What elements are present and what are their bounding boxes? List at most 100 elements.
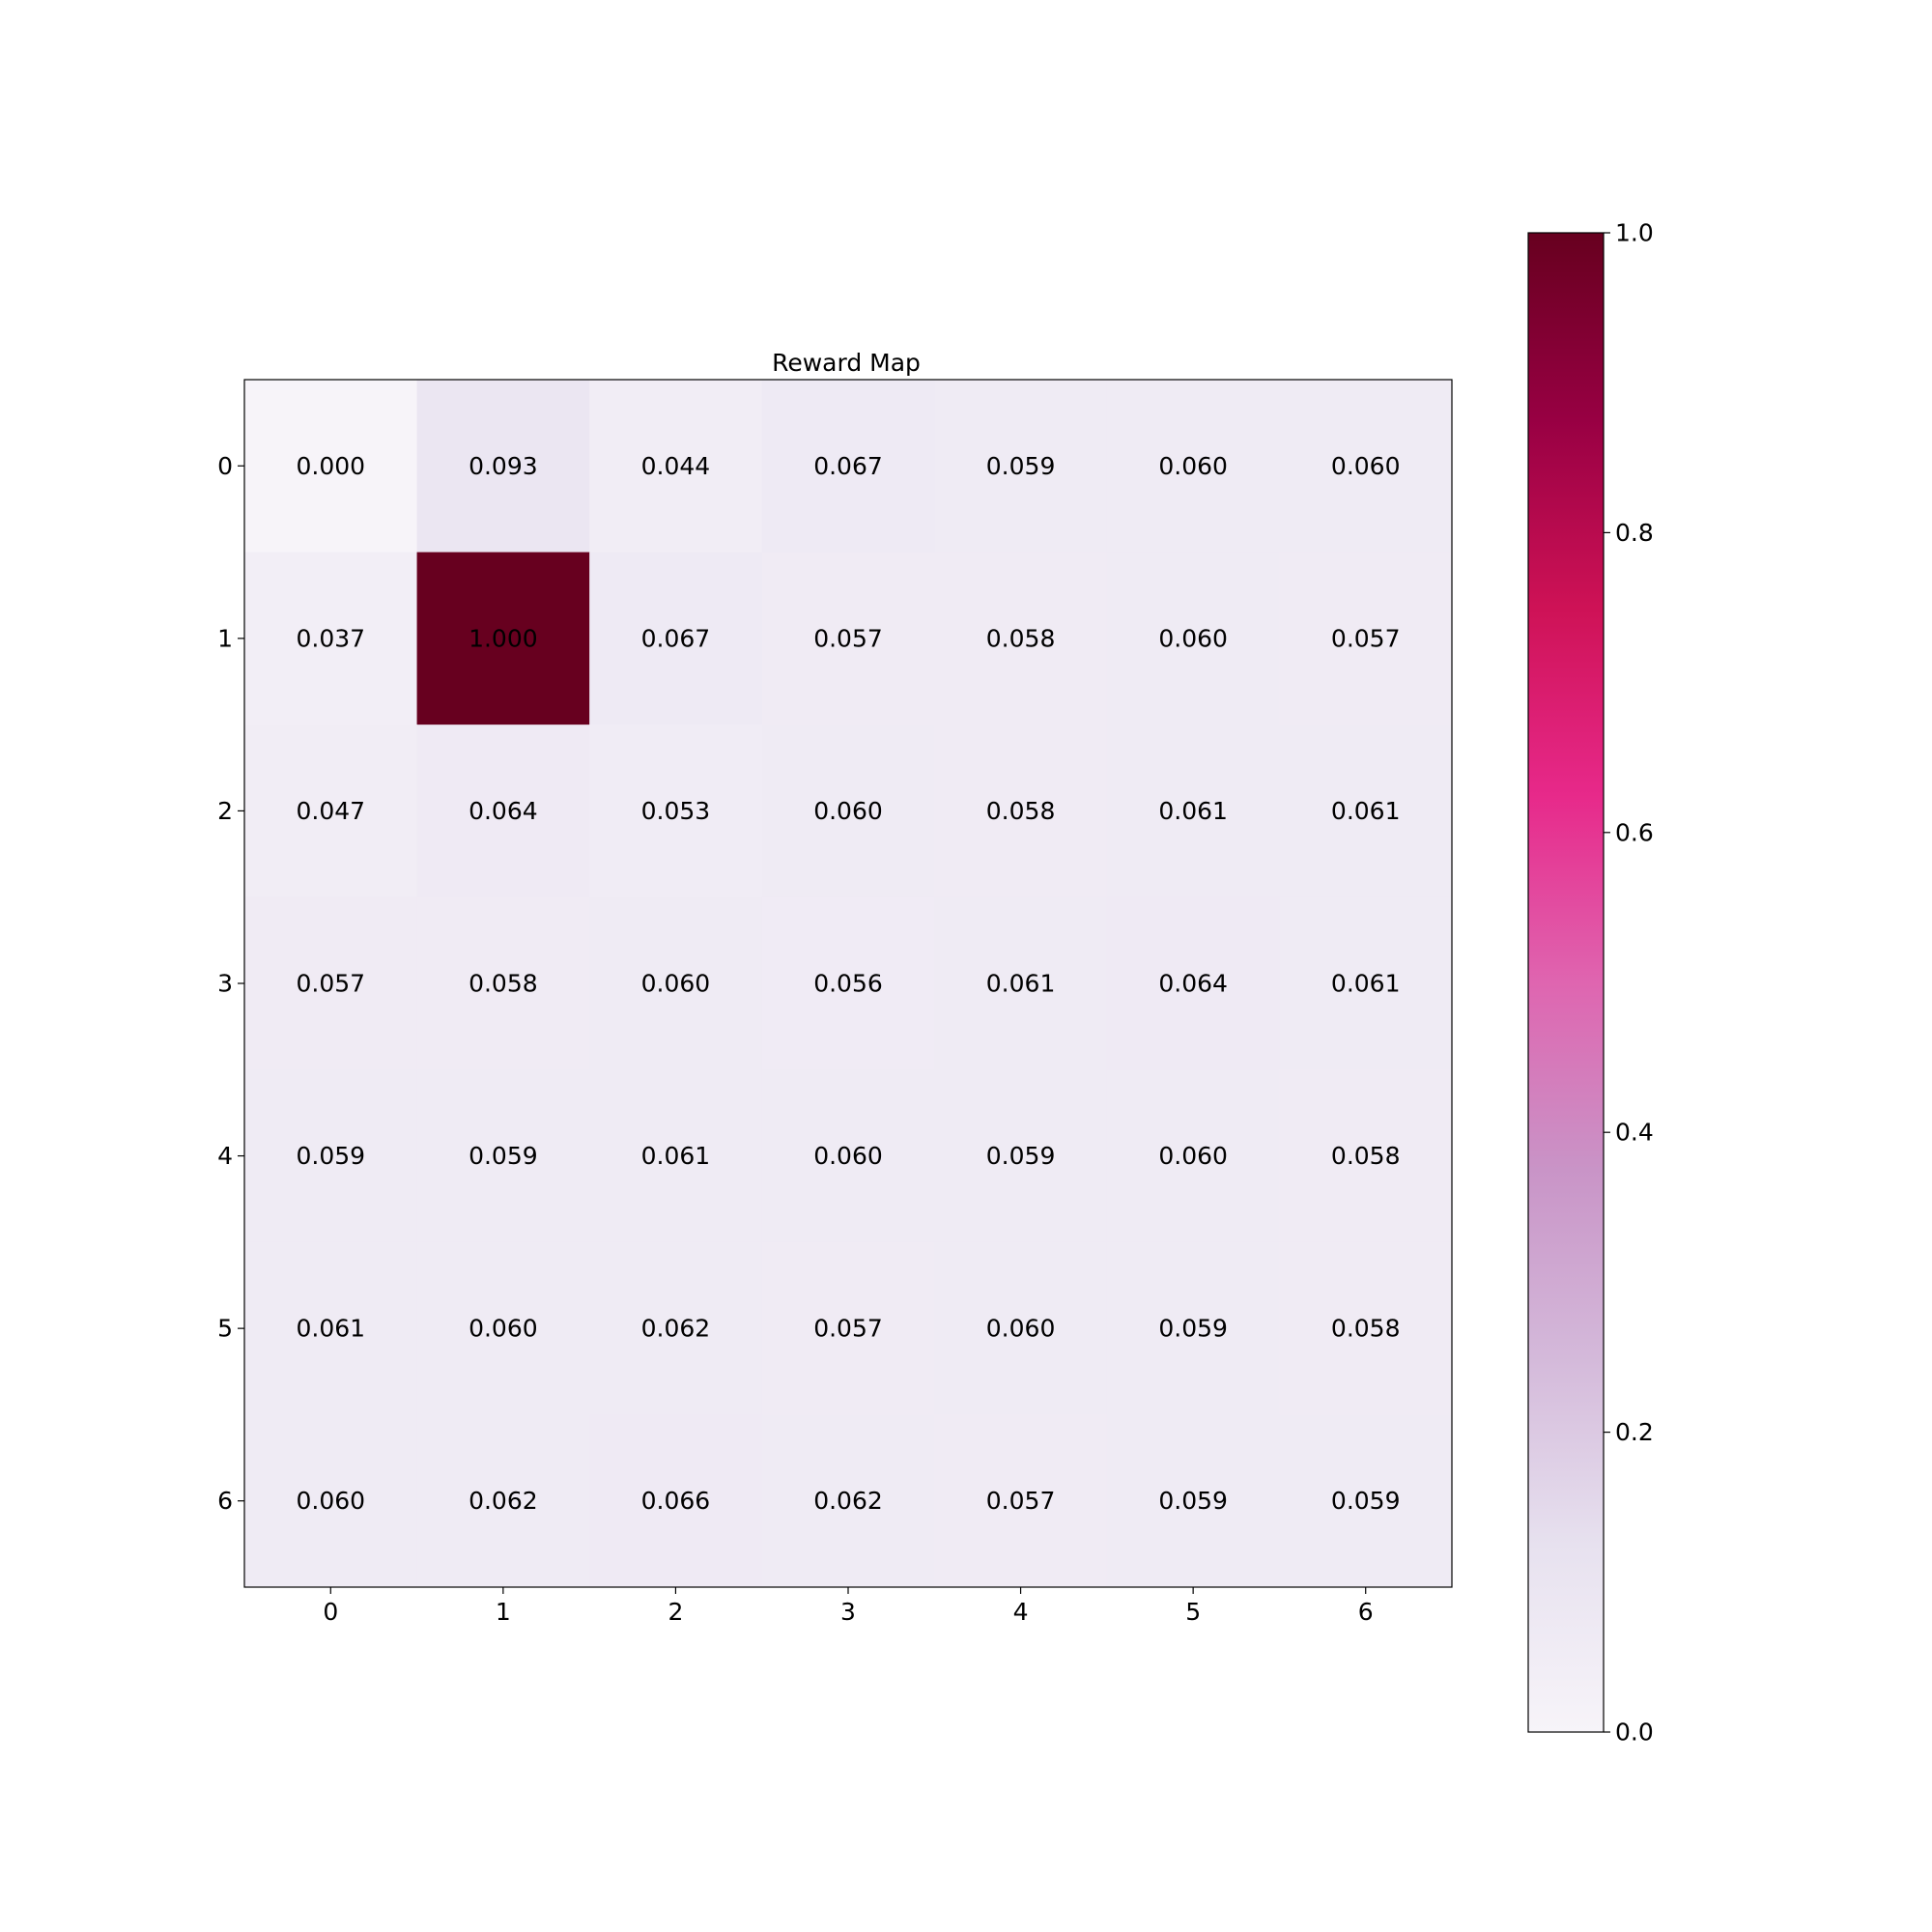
y-tick-label: 5 (217, 1315, 233, 1343)
cell-value-label: 0.062 (641, 1315, 711, 1343)
heatmap-cells (244, 380, 1453, 1588)
heatmap-cell (1106, 896, 1280, 1070)
colorbar-ticks: 0.0 0.2 0.4 0.6 0.8 1.0 (1604, 219, 1654, 1747)
cell-value-label: 0.060 (296, 1487, 365, 1515)
cell-value-label: 0.059 (469, 1142, 538, 1170)
x-tick-label: 0 (323, 1598, 338, 1626)
heatmap-cell (1106, 724, 1280, 898)
colorbar-tick-label: 0.6 (1615, 818, 1654, 846)
cell-value-label: 0.057 (1331, 624, 1401, 652)
heatmap-cell (416, 896, 590, 1070)
heatmap-cell (1106, 1414, 1280, 1588)
heatmap-cell (934, 1414, 1108, 1588)
heatmap-cell (244, 896, 418, 1070)
cell-value-label: 0.061 (641, 1142, 711, 1170)
y-tick-label: 4 (217, 1142, 233, 1170)
cell-value-label: 0.061 (296, 1315, 365, 1343)
heatmap-cell (934, 1069, 1108, 1243)
x-tick-label: 1 (496, 1598, 511, 1626)
heatmap-cell (1279, 380, 1453, 554)
heatmap-cell (416, 1414, 590, 1588)
heatmap-cell (244, 724, 418, 898)
cell-value-label: 0.058 (986, 797, 1056, 825)
heatmap-cell (244, 552, 418, 725)
heatmap-cell (416, 1069, 590, 1243)
cell-value-label: 0.067 (641, 624, 711, 652)
colorbar-tick-label: 1.0 (1615, 219, 1654, 247)
y-tick-label: 0 (217, 452, 233, 480)
cell-value-label: 0.061 (1158, 797, 1228, 825)
cell-value-label: 0.060 (1158, 624, 1228, 652)
cell-value-label: 0.060 (1331, 452, 1401, 480)
heatmap-cell (1279, 896, 1453, 1070)
heatmap-cell (934, 380, 1108, 554)
cell-value-label: 0.058 (986, 624, 1056, 652)
cell-value-label: 0.062 (469, 1487, 538, 1515)
cell-value-label: 0.057 (986, 1487, 1056, 1515)
cell-value-label: 0.061 (1331, 797, 1401, 825)
cell-value-label: 0.067 (813, 452, 883, 480)
cell-value-label: 0.059 (296, 1142, 365, 1170)
heatmap-cell (761, 380, 935, 554)
colorbar-tick-label: 0.8 (1615, 519, 1654, 547)
cell-value-label: 0.060 (1158, 452, 1228, 480)
heatmap-cell (761, 724, 935, 898)
x-tick-label: 5 (1185, 1598, 1201, 1626)
heatmap-cell (589, 724, 763, 898)
heatmap-cell (589, 1414, 763, 1588)
cell-value-label: 0.061 (1331, 970, 1401, 998)
cell-value-label: 0.060 (641, 970, 711, 998)
cell-value-label: 0.061 (986, 970, 1056, 998)
heatmap-cell (416, 552, 590, 725)
heatmap-cell (1106, 380, 1280, 554)
cell-value-label: 0.000 (296, 452, 365, 480)
cell-value-label: 0.060 (986, 1315, 1056, 1343)
heatmap-cell (1279, 552, 1453, 725)
cell-value-label: 0.059 (1158, 1315, 1228, 1343)
heatmap-cell (934, 1241, 1108, 1415)
heatmap-cell (1106, 552, 1280, 725)
heatmap-cell (761, 896, 935, 1070)
cell-value-label: 1.000 (469, 624, 538, 652)
heatmap-cell (589, 552, 763, 725)
heatmap-cell (761, 1241, 935, 1415)
colorbar-tick-label: 0.2 (1615, 1418, 1654, 1446)
heatmap-cell (934, 724, 1108, 898)
cell-value-label: 0.060 (813, 797, 883, 825)
y-tick-label: 6 (217, 1487, 233, 1515)
y-tick-label: 3 (217, 970, 233, 998)
cell-value-label: 0.059 (1331, 1487, 1401, 1515)
cell-value-label: 0.058 (1331, 1315, 1401, 1343)
cell-value-label: 0.056 (813, 970, 883, 998)
colorbar-tick-label: 0.4 (1615, 1119, 1654, 1147)
heatmap-cell (244, 380, 418, 554)
cell-value-label: 0.044 (641, 452, 711, 480)
cell-value-label: 0.060 (469, 1315, 538, 1343)
heatmap-cell (244, 1414, 418, 1588)
heatmap-cell (934, 896, 1108, 1070)
heatmap-cell (1279, 1414, 1453, 1588)
x-tick-label: 2 (668, 1598, 683, 1626)
cell-value-label: 0.057 (813, 1315, 883, 1343)
cell-value-label: 0.059 (1158, 1487, 1228, 1515)
heatmap-cell (761, 1069, 935, 1243)
chart-title: Reward Map (772, 349, 921, 377)
heatmap-cell (589, 896, 763, 1070)
heatmap-cell (589, 1069, 763, 1243)
colorbar: 0.0 0.2 0.4 0.6 0.8 1.0 (1527, 219, 1654, 1747)
colorbar-gradient (1527, 232, 1605, 1733)
heatmap-cell (761, 1414, 935, 1588)
heatmap-cell (1279, 1069, 1453, 1243)
x-tick-label: 6 (1358, 1598, 1374, 1626)
heatmap-cell (934, 552, 1108, 725)
cell-value-label: 0.064 (469, 797, 538, 825)
heatmap-cell (416, 1241, 590, 1415)
cell-value-label: 0.053 (641, 797, 711, 825)
cell-value-label: 0.059 (986, 1142, 1056, 1170)
heatmap-cell (416, 380, 590, 554)
y-axis: 0 1 2 3 4 5 6 (217, 452, 244, 1515)
heatmap-cell (1279, 724, 1453, 898)
x-tick-label: 3 (840, 1598, 856, 1626)
x-tick-label: 4 (1013, 1598, 1029, 1626)
